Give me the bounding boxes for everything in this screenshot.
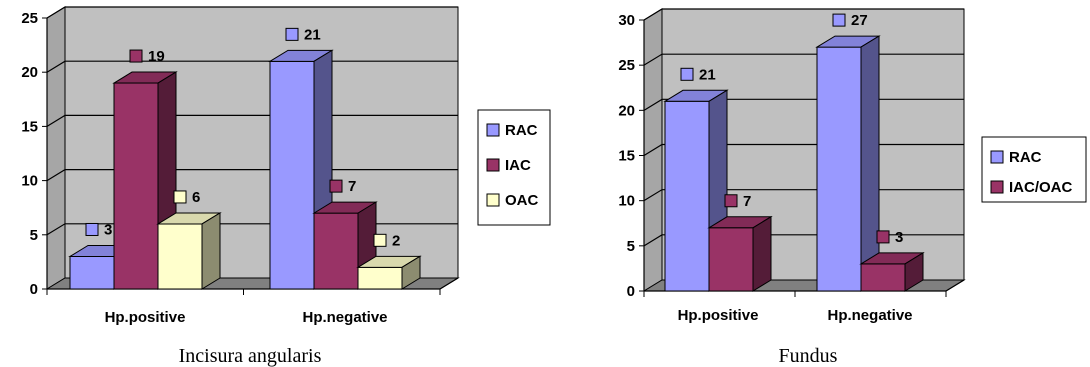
legend-item-rac: RAC (990, 149, 1042, 166)
legend-item-oac: OAC (486, 192, 539, 209)
y-tick-label: 30 (618, 12, 635, 29)
chart-title-incisura-angularis: Incisura angularis (179, 345, 322, 367)
y-tick-label: 20 (21, 64, 38, 81)
legend-label: IAC (505, 157, 531, 174)
legend-swatch (990, 180, 1004, 194)
data-label-rac-hp-negative: 27 (832, 12, 868, 29)
data-label-value: 7 (743, 193, 751, 210)
y-tick-label: 25 (618, 57, 635, 74)
legend-swatch (486, 123, 500, 137)
legend-fundus: RAC IAC/OAC (981, 136, 1087, 203)
y-tick-label: 20 (618, 102, 635, 119)
side-wall (46, 6, 66, 290)
y-tick-label: 10 (21, 173, 38, 190)
bar-rac-hp-negative (268, 49, 334, 290)
y-tick-label: 15 (21, 118, 38, 135)
bar-iac-oac-hp-negative (859, 252, 925, 292)
data-label-iac-hp-negative: 7 (329, 178, 356, 195)
data-label-rac-hp-negative: 21 (285, 26, 321, 43)
data-label-iac-oac-hp-negative: 3 (876, 229, 903, 246)
data-label-value: 3 (104, 221, 112, 238)
legend-swatch (486, 193, 500, 207)
legend-item-iac: IAC (486, 157, 531, 174)
y-tick-label: 10 (618, 193, 635, 210)
legend-item-iac-oac: IAC/OAC (990, 179, 1073, 196)
legend-label: RAC (1009, 149, 1042, 166)
bar-oac-hp-positive (156, 212, 222, 290)
category-label-hp-negative: Hp.negative (302, 309, 387, 326)
gridline (46, 6, 458, 19)
bar-iac-hp-negative (312, 201, 378, 290)
chart-incisura-angularis: 0 5 10 15 20 25 Hp.positive Hp.negative 3 19 6 21 7… (21, 6, 551, 367)
data-label-value: 19 (148, 48, 165, 65)
data-label-oac-hp-negative: 2 (373, 232, 400, 249)
data-label-value: 27 (851, 12, 868, 29)
chart-title-fundus: Fundus (779, 345, 838, 367)
legend-label: OAC (505, 192, 539, 209)
y-tick-label: 0 (627, 283, 635, 300)
bar-rac-hp-negative (815, 35, 881, 292)
data-label-value: 21 (304, 26, 321, 43)
data-label-value: 6 (192, 189, 200, 206)
y-tick-label: 5 (627, 238, 635, 255)
legend-swatch (486, 158, 500, 172)
legend-incisura-angularis: RAC IAC OAC (477, 109, 551, 226)
legend-item-rac: RAC (486, 122, 538, 139)
legend-swatch (990, 150, 1004, 164)
y-tick-label: 25 (21, 10, 38, 27)
data-label-rac-hp-positive: 21 (680, 66, 716, 83)
data-label-rac-hp-positive: 3 (85, 221, 112, 238)
data-label-iac-hp-positive: 19 (129, 48, 165, 65)
category-label-hp-negative: Hp.negative (827, 307, 912, 324)
data-label-oac-hp-positive: 6 (173, 189, 200, 206)
data-label-value: 21 (699, 66, 716, 83)
bar-oac-hp-negative (356, 255, 422, 290)
category-label-hp-positive: Hp.positive (105, 309, 186, 326)
legend-label: IAC/OAC (1009, 179, 1073, 196)
y-tick-label: 5 (30, 227, 38, 244)
y-tick-label: 0 (30, 281, 38, 298)
chart-fundus: 0 5 10 15 20 25 30 Hp.positive Hp.negative 21 7 27… (618, 8, 1087, 367)
data-label-value: 3 (895, 229, 903, 246)
data-label-value: 7 (348, 178, 356, 195)
legend-label: RAC (505, 122, 538, 139)
y-tick-label: 15 (618, 148, 635, 165)
data-label-iac-oac-hp-positive: 7 (724, 193, 751, 210)
data-label-value: 2 (392, 232, 400, 249)
category-label-hp-positive: Hp.positive (678, 307, 759, 324)
bar-iac-oac-hp-positive (707, 215, 773, 292)
gridline (643, 8, 964, 21)
